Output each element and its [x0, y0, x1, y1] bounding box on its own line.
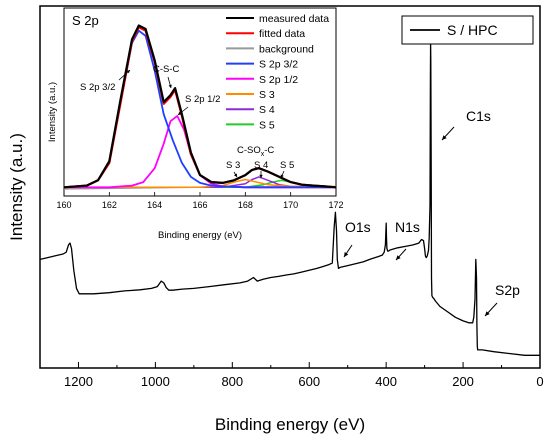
inset-annotation-arrowhead — [280, 174, 284, 178]
main-x-tick-label: 400 — [375, 374, 397, 389]
main-peak-arrowhead — [485, 311, 490, 316]
main-peak-arrowhead — [344, 252, 349, 257]
main-x-tick-label: 0 — [536, 374, 543, 389]
inset-legend-label: S 4 — [259, 104, 275, 116]
inset-annotations: S 2p 3/2 C-S-C S 2p 1/2 C-SOx-C S 3 S 4 S 5 — [80, 64, 294, 179]
inset-annotation-label: S 4 — [254, 160, 268, 171]
inset-series-group — [63, 24, 337, 190]
inset-annotation-arrowhead — [178, 111, 182, 115]
main-series-line — [39, 41, 540, 356]
inset-legend-label: S 2p 3/2 — [259, 59, 298, 71]
main-legend: S / HPC — [401, 15, 534, 45]
main-y-axis-title: Intensity (a.u.) — [7, 133, 26, 241]
main-x-tick-label: 1200 — [64, 374, 93, 389]
inset-x-tick-label: 164 — [147, 200, 162, 210]
main-x-tick-label: 1000 — [141, 374, 170, 389]
inset-legend-label: fitted data — [259, 28, 305, 40]
inset-legend-label: S 5 — [259, 119, 275, 131]
inset-annotation-label: S 2p 3/2 — [80, 82, 115, 93]
inset-y-axis-title: Intensity (a.u.) — [47, 82, 58, 142]
inset-x-tick-label: 172 — [328, 200, 343, 210]
main-peak-label: O1s — [345, 219, 371, 235]
inset-annotation-label: S 2p 1/2 — [185, 94, 220, 105]
inset-legend-label: S 2p 1/2 — [259, 74, 298, 86]
inset-legend-label: background — [259, 43, 314, 55]
inset-title: S 2p — [72, 13, 99, 28]
main-peak-arrowhead — [396, 255, 401, 260]
main-x-axis-title: Binding energy (eV) — [215, 415, 365, 434]
inset-annotation-label: C-SOx-C — [237, 145, 274, 158]
main-series-group — [39, 41, 540, 356]
main-x-ticks: 1200 1000 800 600 400 200 0 — [39, 362, 544, 389]
inset-x-tick-label: 160 — [56, 200, 71, 210]
inset-annotation-label: C-S-C — [153, 64, 180, 75]
inset-annotation-arrowhead — [126, 70, 130, 74]
main-peak-label: S2p — [495, 282, 520, 298]
main-x-tick-label: 200 — [452, 374, 474, 389]
main-x-tick-label: 800 — [221, 374, 243, 389]
main-legend-label: S / HPC — [447, 22, 498, 38]
inset-x-tick-label: 168 — [238, 200, 253, 210]
inset-x-tick-label: 170 — [283, 200, 298, 210]
inset-legend: measured data fitted data background S 2p 3… — [226, 13, 329, 131]
inset-annotation-arrowhead — [259, 174, 263, 178]
inset-x-ticks: 160 162 164 166 168 170 172 — [56, 192, 344, 210]
inset-series-line — [63, 24, 337, 189]
main-peak-arrowhead — [442, 135, 447, 140]
inset-annotation-suffix: -C — [264, 145, 274, 156]
inset-annotation-arrowhead — [168, 84, 172, 88]
main-x-tick-label: 600 — [298, 374, 320, 389]
inset-annotation-arrowhead — [233, 173, 237, 177]
inset-legend-label: S 3 — [259, 89, 275, 101]
inset-annotation-label: S 3 — [226, 160, 240, 171]
inset-legend-label: measured data — [259, 13, 329, 25]
main-peak-label: C1s — [466, 108, 491, 124]
main-peak-label: N1s — [395, 219, 420, 235]
inset-annotation-label: S 5 — [280, 160, 294, 171]
inset-annotation-subscript: x — [261, 151, 265, 158]
inset-x-tick-label: 162 — [102, 200, 117, 210]
main-plot-frame — [39, 5, 541, 369]
inset-x-tick-label: 166 — [192, 200, 207, 210]
inset-x-axis-title: Binding energy (eV) — [158, 230, 242, 241]
main-annotations: C1s O1s N1s S2p — [343, 108, 520, 317]
inset-series-line — [64, 178, 337, 189]
